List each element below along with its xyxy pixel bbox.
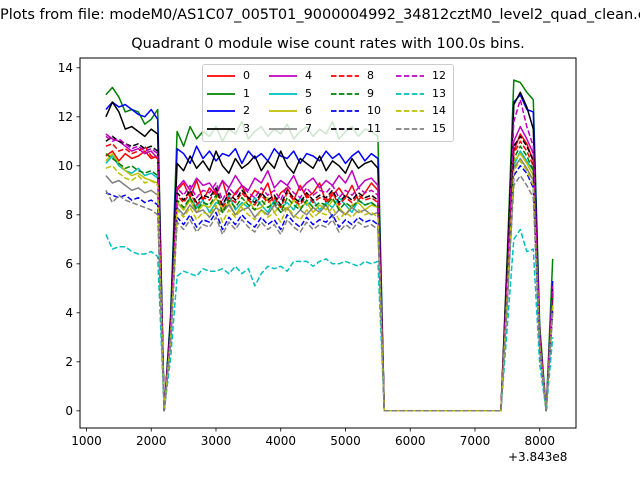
legend-label: 10 [367, 104, 381, 117]
legend-item-3: 3 [207, 122, 265, 136]
x-tick-label: 4000 [265, 434, 296, 448]
legend-swatch [269, 75, 297, 77]
legend-swatch [396, 92, 424, 95]
legend-swatch [331, 127, 359, 130]
x-tick-label: 7000 [460, 434, 491, 448]
legend-item-10: 10 [331, 104, 389, 118]
x-axis: 1000 2000 3000 4000 5000 6000 7000 8000 [71, 428, 555, 448]
series-layer [105, 79, 554, 412]
legend-swatch [269, 92, 297, 95]
legend-swatch [331, 110, 359, 112]
x-tick-label: 3000 [201, 434, 232, 448]
legend-swatch [207, 75, 235, 77]
figure-suptitle: Plots from file: modeM0/AS1C07_005T01_90… [0, 7, 640, 23]
y-tick-label: 6 [65, 257, 73, 271]
legend-swatch [396, 127, 424, 130]
legend-label: 13 [432, 86, 446, 100]
legend-item-12: 12 [396, 69, 454, 83]
legend-swatch [269, 110, 297, 112]
y-tick-label: 10 [58, 159, 73, 173]
legend-item-4: 4 [269, 69, 327, 83]
y-tick-label: 2 [65, 355, 73, 369]
legend-swatch [269, 127, 297, 130]
y-tick-label: 8 [65, 208, 73, 222]
y-tick-label: 14 [58, 61, 73, 75]
legend-swatch [331, 92, 359, 95]
legend-item-6: 6 [269, 104, 327, 118]
legend-swatch [331, 75, 359, 77]
legend-swatch [207, 127, 235, 130]
legend-item-15: 15 [396, 122, 454, 136]
legend-label: 0 [243, 69, 250, 82]
series-line-14 [105, 160, 554, 412]
legend-item-5: 5 [269, 87, 327, 101]
legend-label: 12 [432, 69, 446, 82]
legend-label: 7 [305, 121, 312, 135]
legend-label: 14 [432, 104, 446, 117]
legend-label: 2 [243, 104, 250, 117]
legend-item-14: 14 [396, 104, 454, 118]
legend-label: 11 [367, 121, 381, 135]
chart-title: Quadrant 0 module wise count rates with … [131, 36, 525, 52]
legend-swatch [396, 110, 424, 112]
legend-item-13: 13 [396, 87, 454, 101]
legend-item-2: 2 [207, 104, 265, 118]
legend-label: 9 [367, 86, 374, 100]
x-tick-label: 6000 [395, 434, 426, 448]
x-tick-label: 2000 [136, 434, 167, 448]
legend-label: 1 [243, 86, 250, 100]
x-tick-label: 1000 [71, 434, 102, 448]
y-tick-label: 4 [65, 306, 73, 320]
legend-item-11: 11 [331, 122, 389, 136]
legend-item-8: 8 [331, 69, 389, 83]
legend-swatch [396, 75, 424, 77]
legend: 0 1 2 3 4 5 6 7 8 9 10 11 12 13 14 15 [202, 64, 454, 142]
x-tick-label: 5000 [330, 434, 361, 448]
legend-item-7: 7 [269, 122, 327, 136]
legend-item-1: 1 [207, 87, 265, 101]
y-tick-label: 12 [58, 110, 73, 124]
legend-label: 15 [432, 121, 446, 135]
y-axis: 0 2 4 6 8 10 12 14 [58, 61, 80, 418]
axes-frame [79, 57, 577, 429]
x-axis-offset-label: +3.843e8 [508, 450, 568, 464]
legend-item-0: 0 [207, 69, 265, 83]
legend-item-9: 9 [331, 87, 389, 101]
series-line-15 [105, 174, 554, 412]
legend-label: 4 [305, 69, 312, 82]
legend-label: 3 [243, 121, 250, 135]
legend-swatch [207, 110, 235, 112]
y-tick-label: 0 [65, 404, 73, 418]
legend-swatch [207, 92, 235, 95]
legend-label: 5 [305, 86, 312, 100]
x-tick-label: 8000 [524, 434, 555, 448]
legend-label: 8 [367, 69, 374, 82]
legend-label: 6 [305, 104, 312, 117]
